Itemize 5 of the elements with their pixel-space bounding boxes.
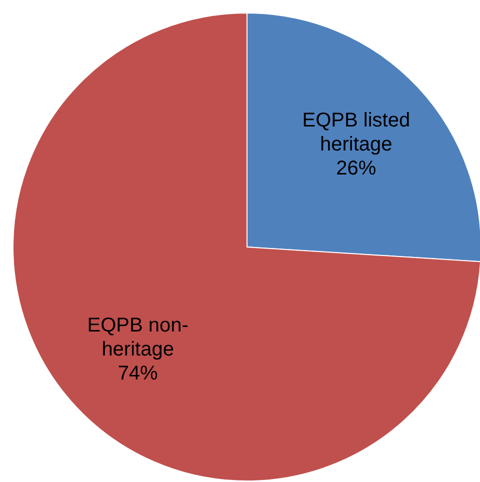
data-label: 26% xyxy=(336,157,376,180)
pie-slice xyxy=(12,12,480,482)
slice-label: EQPB listed heritage xyxy=(302,109,410,156)
slice-label: EQPB non-heritage xyxy=(87,314,188,361)
data-label: 74% xyxy=(118,362,158,385)
